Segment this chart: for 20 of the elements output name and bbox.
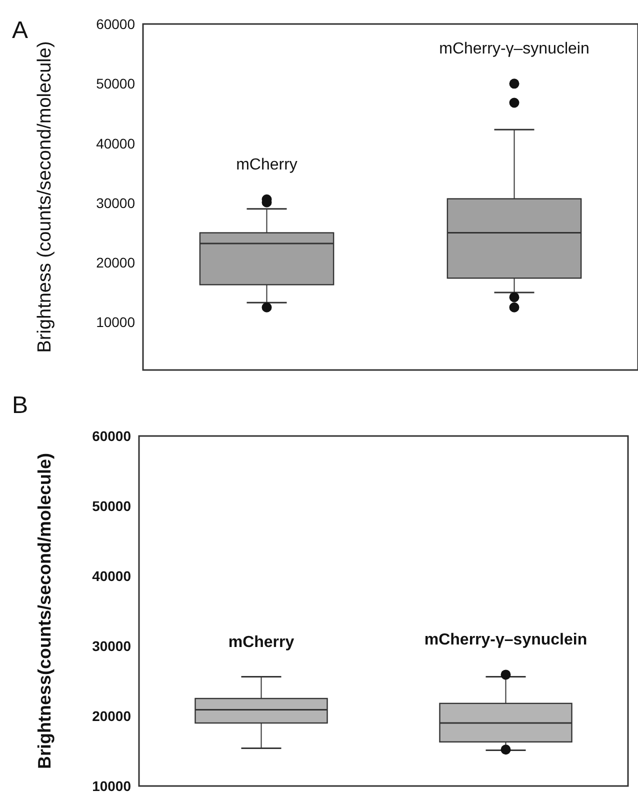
y-tick-label: 20000	[96, 254, 136, 271]
y-axis-title: Brightness(counts/second/molecule)	[34, 452, 54, 770]
y-tick-label: 50000	[96, 76, 136, 92]
y-tick-label: 10000	[96, 314, 136, 330]
y-tick-label: 20000	[92, 708, 132, 724]
chart-title: B	[12, 392, 28, 419]
category-label: mCherry-γ–synuclein	[439, 40, 590, 58]
y-tick-label: 30000	[92, 638, 132, 654]
y-tick-label: 60000	[96, 16, 136, 32]
chart-title: A	[12, 17, 28, 44]
category-label: mCherry-γ–synuclein	[424, 632, 588, 649]
y-axis-title: Brightness (counts/second/molecule)	[34, 41, 56, 353]
y-tick-label: 60000	[92, 428, 132, 444]
category-label: mCherry	[228, 634, 294, 651]
y-tick-label: 30000	[96, 194, 136, 211]
y-tick-label: 10000	[92, 778, 132, 794]
y-tick-label: 40000	[92, 568, 132, 584]
y-tick-label: 50000	[92, 498, 132, 514]
category-label: mCherry	[236, 156, 298, 174]
y-tick-label: 40000	[96, 135, 136, 152]
